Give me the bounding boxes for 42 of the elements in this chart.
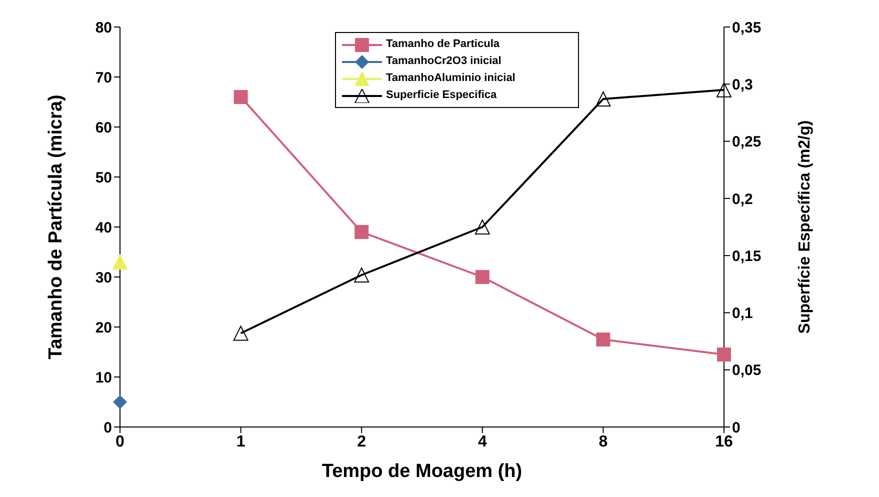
y2-tick-label: 0 xyxy=(732,419,740,436)
y-tick-label: 0 xyxy=(104,419,112,436)
point xyxy=(354,268,370,282)
x-axis-title: Tempo de Moagem (h) xyxy=(322,461,522,482)
y2-tick-label: 0,05 xyxy=(732,362,762,380)
x-tick-label: 2 xyxy=(357,433,366,450)
point xyxy=(474,220,490,234)
point xyxy=(113,395,127,409)
legend-label: TamanhoAluminio inicial xyxy=(386,71,516,86)
y-tick-label: 70 xyxy=(95,69,112,86)
y-tick-label: 50 xyxy=(95,169,112,186)
y2-tick-label: 0,25 xyxy=(732,134,762,151)
x-tick-label: 16 xyxy=(715,433,733,450)
legend-label: TamanhoCr2O3 inicial xyxy=(386,54,502,69)
legend-label: Superficie Especifica xyxy=(386,88,497,103)
y2-tick-label: 0,35 xyxy=(732,19,762,36)
y-tick-label: 60 xyxy=(95,119,112,136)
point xyxy=(233,326,248,341)
y2-axis-title: Superfície Específica (m2/g) xyxy=(796,120,814,334)
y2-tick-label: 0,3 xyxy=(732,76,753,94)
point xyxy=(112,254,128,270)
y2-tick-label: 0,2 xyxy=(732,190,753,208)
y2-tick-label: 0,15 xyxy=(732,248,762,265)
y-tick-label: 30 xyxy=(95,269,112,286)
x-tick-label: 1 xyxy=(236,433,246,450)
y-tick-label: 10 xyxy=(95,369,112,386)
y-tick-label: 80 xyxy=(95,19,112,36)
y-tick-label: 20 xyxy=(95,319,112,336)
y-axis-title: Tamanho de Partícula (micra) xyxy=(46,94,67,360)
point xyxy=(596,92,611,106)
point xyxy=(354,225,369,239)
point xyxy=(234,90,248,104)
x-tick-label: 4 xyxy=(478,433,487,450)
point xyxy=(716,82,732,98)
x-tick-label: 8 xyxy=(598,433,608,450)
legend-label: Tamanho de Particula xyxy=(386,37,500,52)
point xyxy=(475,270,490,284)
point xyxy=(596,332,610,346)
x-tick-label: 0 xyxy=(116,433,125,450)
point xyxy=(717,348,731,362)
y2-tick-label: 0,1 xyxy=(732,305,753,322)
y-tick-label: 40 xyxy=(95,219,112,236)
